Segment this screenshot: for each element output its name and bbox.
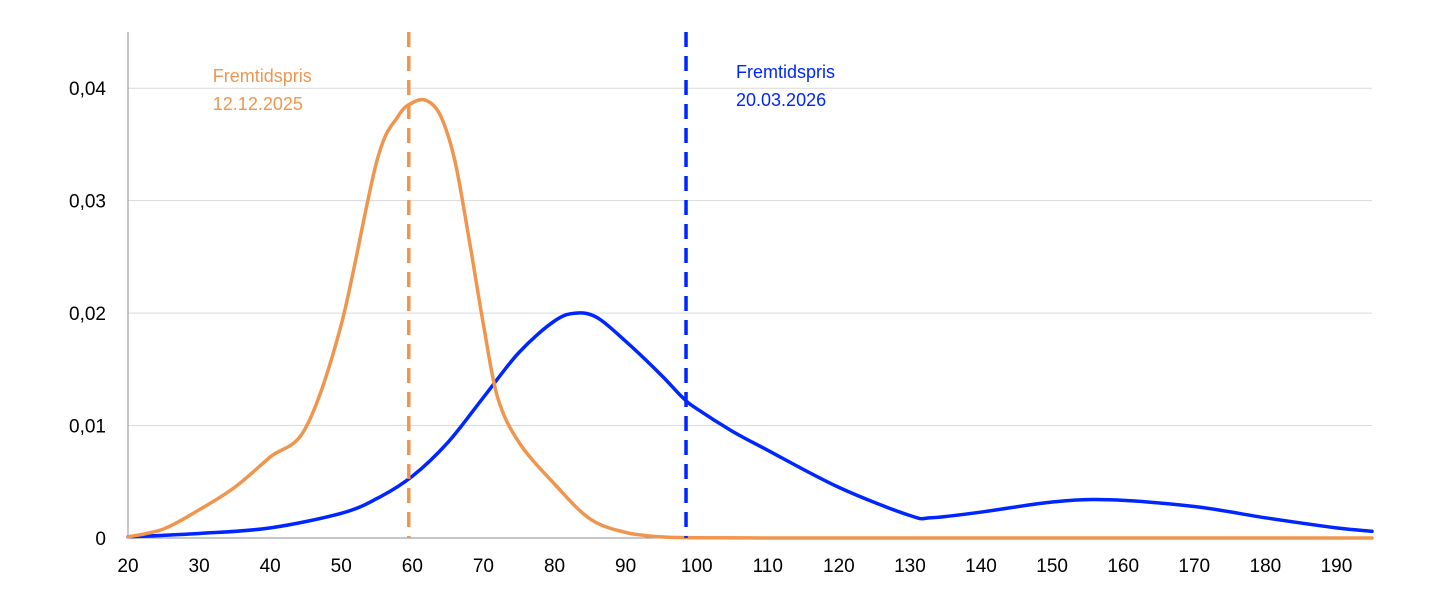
y-tick-label: 0,04 <box>69 79 106 100</box>
annotation-text: 20.03.2026 <box>736 90 826 110</box>
series-line-0 <box>126 97 1374 540</box>
x-tick-label: 60 <box>402 556 423 577</box>
y-tick-label: 0,03 <box>69 192 106 213</box>
x-tick-label: 40 <box>260 556 281 577</box>
x-tick-label: 180 <box>1250 556 1282 577</box>
annotation-text: 12.12.2025 <box>213 94 303 114</box>
y-tick-label: 0,02 <box>69 304 106 325</box>
x-tick-label: 120 <box>823 556 855 577</box>
x-tick-labels: 20 30 40 50 60 70 80 90 100 110 120 130 140 150 160 170… <box>117 556 1352 577</box>
y-tick-labels: 0 0,01 0,02 0,03 0,04 <box>69 79 106 550</box>
x-tick-label: 90 <box>615 556 636 577</box>
x-tick-label: 110 <box>753 556 783 577</box>
series-line-1 <box>126 311 1374 539</box>
x-tick-label: 170 <box>1178 556 1210 577</box>
x-tick-label: 100 <box>681 556 713 577</box>
x-tick-label: 80 <box>544 556 565 577</box>
x-tick-label: 190 <box>1321 556 1353 577</box>
annotation-text: Fremtidspris <box>213 66 312 86</box>
x-tick-label: 20 <box>117 556 138 577</box>
y-tick-label: 0,01 <box>69 417 106 438</box>
x-tick-label: 140 <box>965 556 997 577</box>
x-tick-label: 150 <box>1036 556 1068 577</box>
x-tick-label: 130 <box>894 556 926 577</box>
x-tick-label: 160 <box>1107 556 1139 577</box>
annotation-text: Fremtidspris <box>736 62 835 82</box>
reference-lines <box>407 32 688 538</box>
x-tick-label: 30 <box>189 556 210 577</box>
series-lines <box>126 97 1374 540</box>
gridlines <box>128 87 1372 427</box>
x-tick-label: 70 <box>473 556 494 577</box>
annotations: Fremtidspris 12.12.2025 Fremtidspris 20.03.… <box>213 62 835 114</box>
y-tick-label: 0 <box>95 529 106 550</box>
x-tick-label: 50 <box>331 556 352 577</box>
